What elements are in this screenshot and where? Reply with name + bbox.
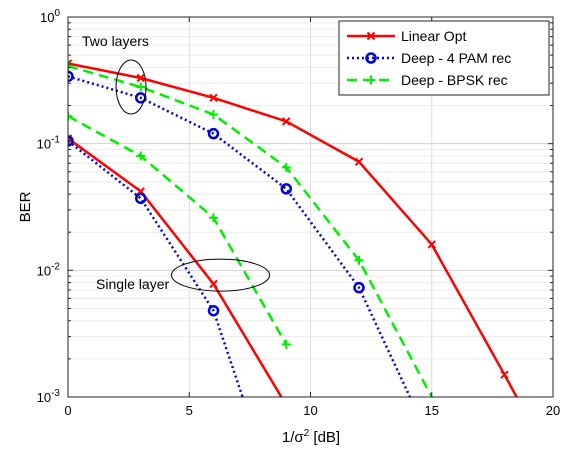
series-group [68, 61, 433, 397]
data-point-x-marker [354, 157, 364, 166]
series-layer [68, 59, 518, 397]
data-point-x-marker [500, 370, 509, 379]
data-point-circle-marker [135, 192, 147, 205]
data-point-plus-marker [68, 61, 73, 71]
y-tick-label: 10-3 [37, 388, 61, 405]
data-point-x-marker [282, 117, 291, 126]
y-tick-exponent: 0 [54, 8, 60, 19]
series-line [68, 115, 288, 346]
series-group [68, 70, 412, 397]
data-point-circle-marker [280, 183, 292, 195]
series-line [68, 64, 433, 397]
x-tick-label: 0 [64, 403, 71, 418]
x-tick-label: 5 [186, 403, 193, 418]
data-point-circle-marker [207, 127, 220, 140]
x-tick-label: 20 [546, 403, 560, 418]
two-layers-ellipse [115, 59, 147, 115]
series-line [68, 137, 283, 397]
series-group [68, 59, 518, 397]
data-point-plus-marker [354, 255, 364, 265]
series-line [68, 140, 244, 397]
two-layers-label: Two layers [82, 33, 149, 49]
data-point-plus-marker [136, 151, 146, 161]
series-line [68, 75, 412, 397]
data-point-plus-marker [136, 82, 146, 92]
data-point-circle-marker [353, 281, 365, 294]
legend: Linear Opt Deep - 4 PAM rec Deep - BPSK re… [338, 20, 550, 96]
data-point-plus-marker [68, 111, 73, 121]
data-point-plus-marker [281, 339, 291, 349]
data-point-plus-marker [366, 75, 376, 85]
annotations-layer: Two layers Single layer [82, 33, 270, 292]
data-point-x-marker [209, 279, 218, 289]
y-tick-exponent: -3 [51, 388, 60, 399]
y-tick-base: 10 [37, 390, 51, 405]
y-tick-exponent: -2 [51, 261, 60, 272]
data-point-circle-marker [68, 135, 74, 147]
x-axis-label: 1/σ2 [dB] [282, 428, 340, 446]
data-point-x-marker [136, 73, 145, 83]
single-layer-ellipse [171, 258, 270, 292]
data-point-x-marker [209, 93, 218, 103]
y-tick-label: 10-2 [37, 261, 61, 278]
data-point-circle-marker [207, 304, 220, 317]
data-point-x-marker [366, 31, 376, 41]
series-group [68, 111, 291, 349]
legend-label: Deep - 4 PAM rec [401, 50, 511, 66]
y-tick-exponent: -1 [51, 135, 60, 146]
x-axis-label-suffix: [dB] [309, 429, 340, 446]
legend-label: Deep - BPSK rec [401, 72, 508, 88]
y-tick-base: 10 [40, 10, 54, 25]
data-point-circle-marker [365, 52, 377, 64]
data-point-circle-marker [68, 70, 74, 83]
data-point-plus-marker [209, 109, 218, 119]
y-tick-base: 10 [37, 263, 51, 278]
data-point-plus-marker [209, 213, 218, 223]
legend-label: Linear Opt [401, 28, 466, 44]
data-point-plus-marker [281, 162, 291, 172]
x-tick-label: 10 [303, 403, 317, 418]
series-group [68, 135, 244, 397]
data-point-x-marker [427, 240, 436, 249]
x-axis-label-sup: 2 [304, 428, 310, 439]
y-tick-base: 10 [37, 137, 51, 152]
y-tick-label: 100 [40, 8, 60, 25]
series-line [68, 62, 518, 397]
y-axis-label: BER [17, 191, 34, 222]
x-tick-label: 15 [425, 403, 439, 418]
x-axis-label-prefix: 1/σ [282, 429, 305, 446]
y-tick-label: 10-1 [37, 135, 61, 152]
single-layer-label: Single layer [96, 276, 169, 292]
